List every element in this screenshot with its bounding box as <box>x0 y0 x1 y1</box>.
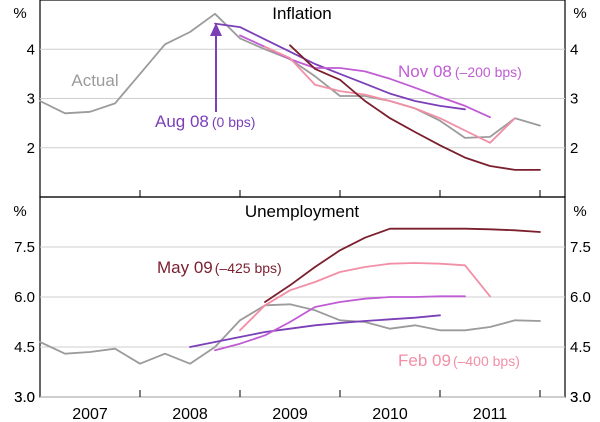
unemployment-y-tick-label-right: 7.5 <box>570 239 591 256</box>
inflation-series-aug-08 <box>214 22 466 111</box>
unemployment-series-aug-08 <box>189 314 441 348</box>
inflation-series-feb-09 <box>264 45 516 144</box>
annotation-aug08: Aug 08 (0 bps) <box>155 112 255 131</box>
inflation-y-tick-label-right: 4 <box>570 41 578 58</box>
inflation-unit-label-right: % <box>573 5 586 22</box>
unemployment-y-tick-label-left: 3.0 <box>14 389 35 406</box>
inflation-y-tick-label-left: 4 <box>27 41 35 58</box>
unemployment-y-tick-label-right: 6.0 <box>570 289 591 306</box>
unemployment-series-actual <box>39 303 541 365</box>
annotation-aug08-label: Aug 08 <box>155 112 209 131</box>
annotation-may09-label: May 09 <box>157 258 213 277</box>
unemployment-y-tick-label-left: 7.5 <box>14 239 35 256</box>
annotation-actual-label: Actual <box>71 71 118 90</box>
annotation-feb09-label: Feb 09 <box>398 351 451 370</box>
unemployment-unit-label-right: % <box>573 203 586 220</box>
x-axis-year-label: 2011 <box>473 406 508 422</box>
unemployment-y-tick-label-right: 3.0 <box>570 389 591 406</box>
annotation-may09-detail: (–425 bps) <box>215 260 282 276</box>
inflation-y-tick-label-left: 3 <box>27 91 35 108</box>
unemployment-y-tick-label-left: 4.5 <box>14 339 35 356</box>
inflation-y-tick-label-right: 3 <box>570 91 578 108</box>
unemployment-y-tick-label-left: 3.0 <box>14 389 35 406</box>
annotation-aug08-arrowhead <box>210 23 222 36</box>
annotation-feb09-detail: (–400 bps) <box>453 353 520 369</box>
annotation-nov08-label: Nov 08 <box>398 62 452 81</box>
inflation-y-tick-label-left: 2 <box>27 140 35 157</box>
unemployment-series-may-09 <box>264 227 541 303</box>
x-axis-year-label: 2009 <box>272 406 308 422</box>
inflation-unit-label-left: % <box>13 5 26 22</box>
unemployment-y-tick-label-left: 6.0 <box>14 289 35 306</box>
inflation-panel-title: Inflation <box>272 4 332 23</box>
unemployment-series-nov-08 <box>214 295 466 352</box>
x-axis-year-label: 2008 <box>172 406 208 422</box>
inflation-series-nov-08 <box>239 34 491 119</box>
annotation-aug08-detail: (0 bps) <box>212 114 256 130</box>
x-axis-year-label: 2010 <box>372 406 408 422</box>
unemployment-unit-label-left: % <box>13 203 26 220</box>
inflation-y-tick-label-right: 2 <box>570 140 578 157</box>
annotation-actual: Actual <box>71 71 118 90</box>
annotation-nov08-detail: (–200 bps) <box>455 64 522 80</box>
x-axis-year-label: 2007 <box>72 406 108 422</box>
unemployment-y-tick-label-right: 3.0 <box>570 389 591 406</box>
unemployment-panel-title: Unemployment <box>245 202 360 221</box>
annotation-feb09: Feb 09 (–400 bps) <box>398 351 520 370</box>
unemployment-series-feb-09 <box>239 262 491 332</box>
annotation-nov08: Nov 08 (–200 bps) <box>398 62 522 81</box>
annotation-may09: May 09 (–425 bps) <box>157 258 282 277</box>
unemployment-y-tick-label-right: 4.5 <box>570 339 591 356</box>
inflation-series-may-09 <box>289 44 541 171</box>
